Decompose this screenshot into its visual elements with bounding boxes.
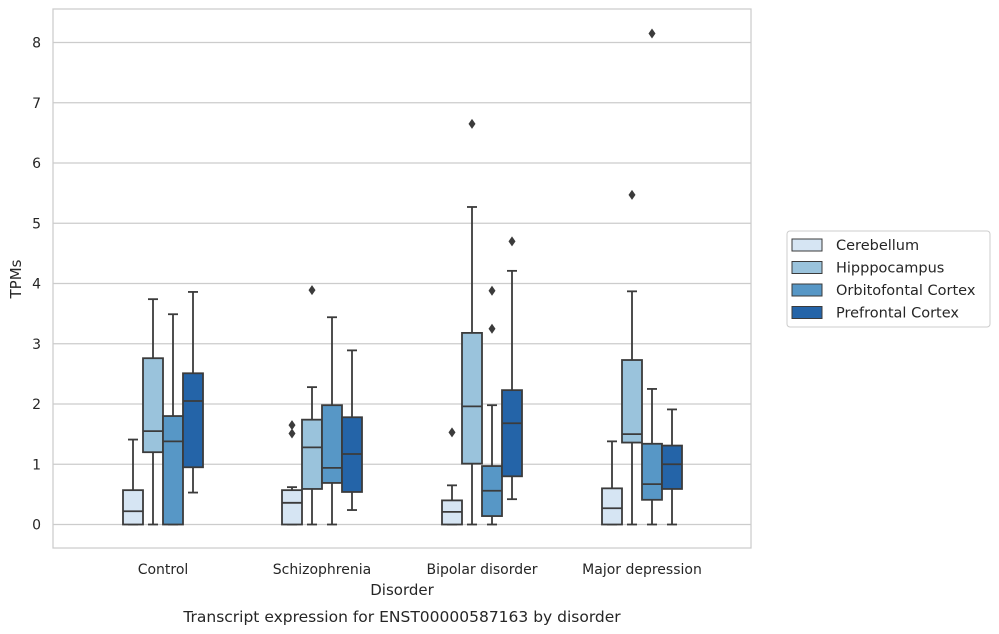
outlier-point [648, 28, 656, 39]
outlier-point [288, 420, 296, 431]
box-1-2 [281, 420, 303, 526]
y-tick-label: 4 [32, 277, 41, 293]
box-3-3 [481, 285, 503, 526]
x-tick-label: Schizophrenia [273, 562, 371, 578]
y-tick-label: 7 [32, 96, 41, 112]
box-4-1 [182, 291, 204, 494]
iqr-box [122, 489, 144, 526]
y-axis-label: TPMs [7, 259, 25, 299]
x-tick-label: Bipolar disorder [426, 562, 537, 578]
plot-frame [52, 8, 752, 549]
box-1-3 [441, 427, 463, 526]
outlier-point [448, 427, 456, 438]
iqr-box [281, 489, 303, 526]
iqr-box [641, 442, 663, 501]
x-tick-label: Control [138, 562, 189, 578]
outlier-point [468, 118, 476, 129]
y-tick-labels: 0 1 2 3 4 5 6 7 8 [32, 36, 41, 534]
iqr-box [182, 372, 204, 469]
box-3-4 [641, 28, 663, 526]
iqr-box [142, 357, 164, 454]
iqr-box [461, 332, 483, 465]
y-tick-label: 2 [32, 397, 41, 413]
outlier-point [488, 285, 496, 296]
legend-label: Orbitofontal Cortex [836, 283, 976, 299]
legend: Cerebellum Hipppocampus Orbitofontal Corte… [786, 230, 991, 328]
box-2-2 [301, 285, 323, 526]
box-2-1 [142, 298, 164, 526]
chart-caption: Transcript expression for ENST0000058716… [182, 608, 621, 626]
legend-frame [786, 230, 991, 328]
y-tick-label: 6 [32, 156, 41, 172]
iqr-box [661, 444, 683, 490]
iqr-box [162, 415, 184, 526]
iqr-box [501, 389, 523, 478]
y-tick-label: 5 [32, 216, 41, 232]
legend-swatch [791, 238, 823, 252]
y-tick-label: 8 [32, 36, 41, 52]
box-groups [122, 28, 683, 526]
legend-swatch [791, 283, 823, 297]
legend-label: Prefrontal Cortex [836, 306, 959, 322]
iqr-box [601, 487, 623, 526]
iqr-box [321, 404, 343, 484]
y-tick-label: 1 [32, 457, 41, 473]
box-1-1 [122, 438, 144, 526]
outlier-point [308, 285, 316, 296]
legend-label: Hipppocampus [836, 261, 944, 277]
legend-swatch [791, 261, 823, 274]
outlier-point [488, 323, 496, 334]
box-3-2 [321, 316, 343, 526]
box-4-4 [661, 408, 683, 526]
legend-swatch [791, 306, 823, 319]
outlier-point [628, 189, 636, 200]
outlier-point [288, 428, 296, 439]
box-2-3 [461, 118, 483, 526]
box-1-4 [601, 440, 623, 526]
legend-label: Cerebellum [836, 238, 919, 254]
iqr-box [301, 418, 323, 490]
box-4-2 [341, 349, 363, 511]
x-tick-label: Major depression [582, 562, 702, 578]
box-3-1 [162, 313, 184, 526]
outlier-point [508, 236, 516, 247]
x-tick-labels: Control Schizophrenia Bipolar disorder Majo… [138, 562, 702, 578]
box-4-3 [501, 236, 523, 501]
x-axis-label: Disorder [370, 581, 434, 599]
box-2-4 [621, 189, 643, 526]
y-tick-label: 3 [32, 337, 41, 353]
iqr-box [621, 359, 643, 444]
y-tick-label: 0 [32, 518, 41, 534]
